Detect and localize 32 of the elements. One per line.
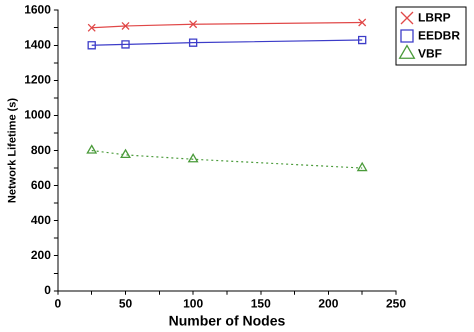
x-tick-label: 50 (118, 296, 133, 310)
y-tick-label: 200 (30, 248, 52, 262)
point (188, 20, 198, 28)
y-tick-label: 400 (30, 212, 52, 227)
y-tick-label: 1200 (24, 72, 52, 87)
point (358, 18, 366, 27)
point (357, 162, 368, 172)
legend-label: VBF (418, 46, 442, 60)
y-tick-label: 0 (44, 283, 52, 298)
y-tick-label: 600 (30, 178, 52, 192)
x-tick-label: 100 (183, 296, 204, 310)
y-tick-label: 1400 (24, 38, 52, 52)
y-tick-label: 1000 (24, 108, 52, 122)
x-tick-label: 250 (386, 296, 406, 310)
x-tick-label: 150 (250, 296, 272, 310)
point (121, 40, 130, 49)
legend-label: LBRP (418, 10, 451, 24)
point (88, 24, 96, 32)
x-axis-title: Number of Nodes (168, 312, 286, 328)
x-tick-label: 0 (54, 296, 62, 310)
x-tick-label: 200 (318, 296, 339, 310)
point (121, 22, 130, 30)
y-tick-label: 1600 (24, 2, 52, 17)
point (86, 144, 97, 154)
y-axis-title: Network Lifetime (s) (6, 98, 19, 204)
point (358, 36, 366, 44)
point (188, 38, 198, 47)
point (120, 149, 130, 158)
point (88, 41, 96, 50)
y-tick-label: 800 (30, 142, 52, 157)
point (188, 154, 198, 162)
legend-label: EEDBR (418, 28, 460, 42)
